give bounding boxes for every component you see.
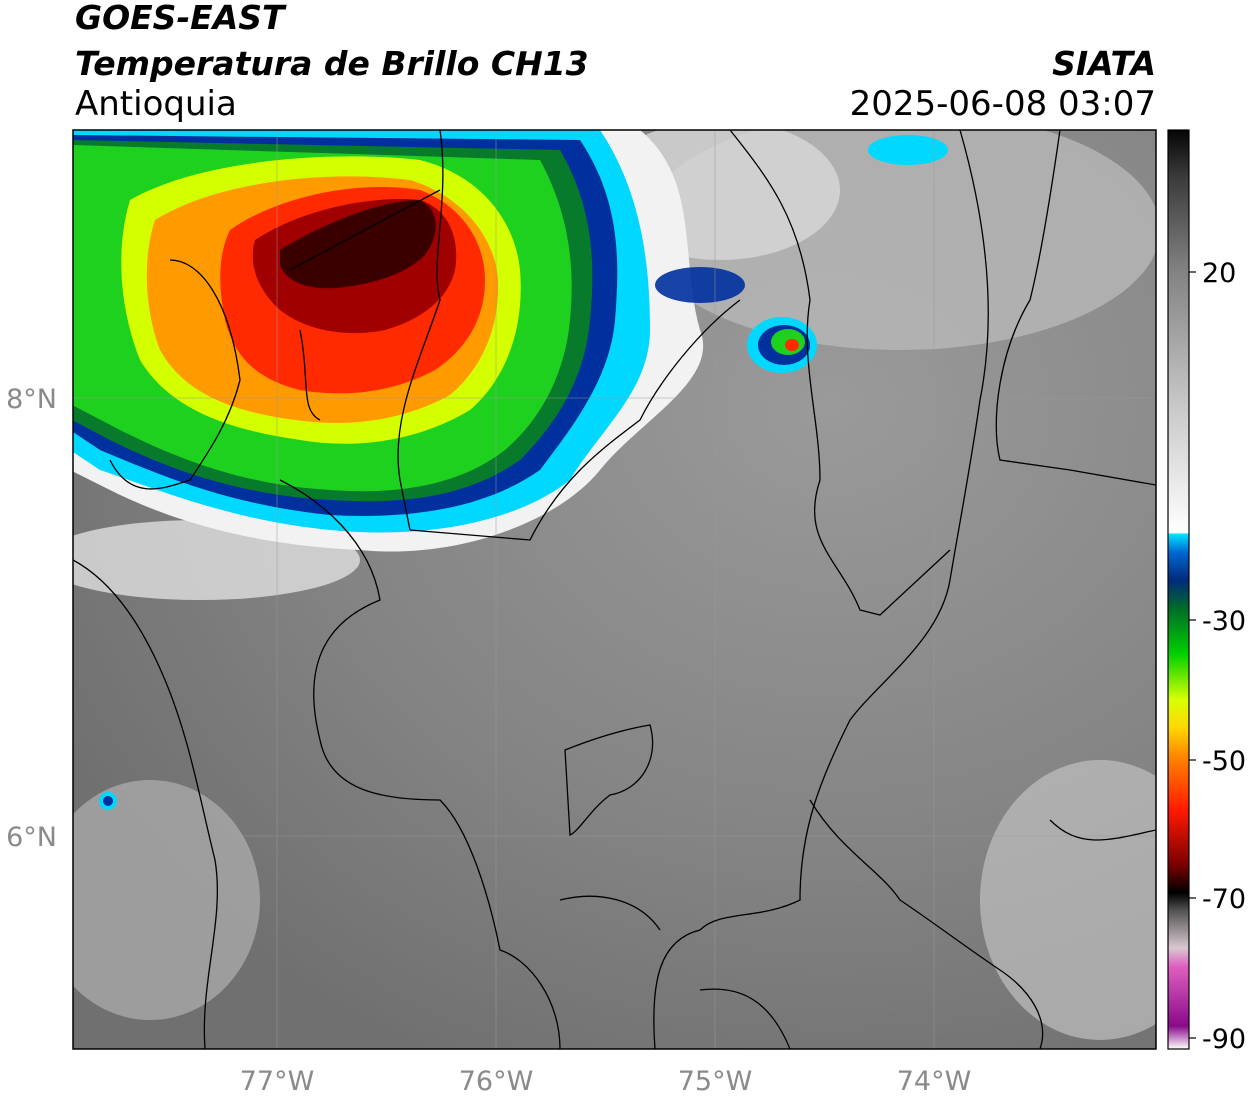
light-cloud-sw (73, 780, 260, 1020)
datetime-label: 2025-06-08 03:07 (849, 84, 1156, 124)
lat-tick-8n: 8°N (6, 384, 57, 415)
map-imagery (73, 130, 1156, 1049)
lat-tick-6n: 6°N (6, 822, 57, 853)
lon-tick-77w: 77°W (240, 1066, 315, 1097)
lon-tick-76w: 76°W (459, 1066, 534, 1097)
product-title: Temperatura de Brillo CH13 (75, 44, 589, 83)
colorbar-label-minus90: -90 (1202, 1024, 1246, 1055)
colorbar-ticks: 20 -30 -50 -70 -90 (1189, 258, 1246, 1055)
isolated-cell-red (785, 339, 799, 351)
boundaries (73, 130, 1156, 1049)
colorbar-label-minus70: -70 (1202, 884, 1246, 915)
small-cell-w-core (103, 796, 113, 806)
small-cell-n (655, 267, 745, 303)
lon-tick-75w: 75°W (678, 1066, 753, 1097)
colorbar (1167, 129, 1190, 1050)
cloud-black-core (280, 200, 436, 289)
graticule (73, 130, 1156, 1049)
brand-label: SIATA (1052, 44, 1156, 83)
colorbar-label-20: 20 (1202, 258, 1236, 289)
colorbar-label-minus50: -50 (1202, 746, 1246, 777)
satellite-title: GOES-EAST (75, 0, 285, 37)
colorbar-label-minus30: -30 (1202, 606, 1246, 637)
region-subtitle: Antioquia (75, 84, 237, 124)
map-frame (72, 129, 1157, 1050)
light-cloud-se (980, 760, 1156, 1040)
lon-tick-74w: 74°W (897, 1066, 972, 1097)
small-cell-ne (868, 135, 948, 165)
